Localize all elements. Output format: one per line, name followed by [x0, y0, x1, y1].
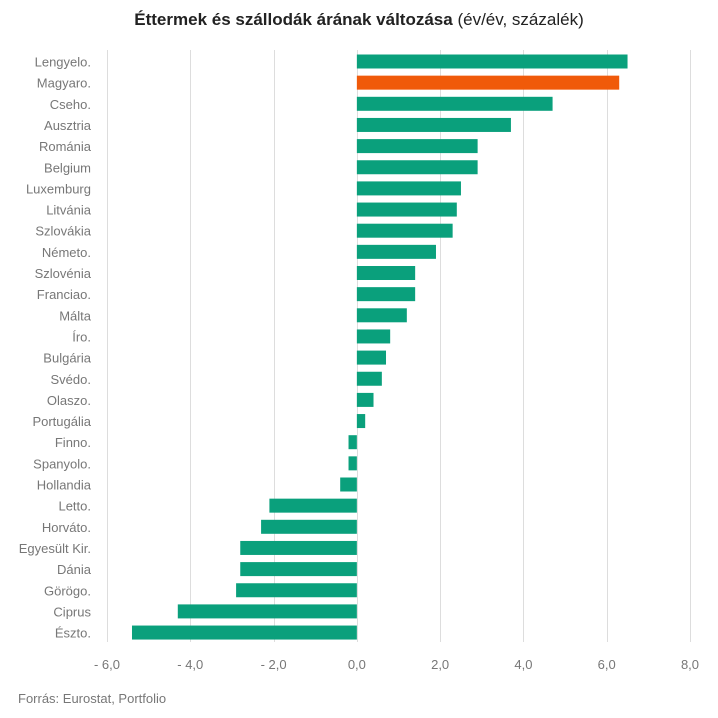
category-label: Ausztria: [44, 118, 92, 133]
x-tick-label: 0,0: [348, 657, 366, 672]
bar: [356, 181, 461, 196]
bar: [356, 371, 382, 386]
category-label: Portugália: [32, 414, 91, 429]
x-tick-label: 8,0: [681, 657, 699, 672]
bar: [356, 414, 366, 429]
x-tick-label: - 4,0: [177, 657, 203, 672]
bar: [356, 96, 553, 111]
category-label: Horváto.: [42, 520, 91, 535]
chart-title-main: Éttermek és szállodák árának változása: [134, 10, 453, 29]
category-label: Szlovákia: [35, 224, 91, 239]
category-label: Olaszo.: [47, 393, 91, 408]
category-label: Egyesült Kir.: [19, 541, 91, 556]
category-label: Luxemburg: [26, 181, 91, 196]
category-label: Spanyolo.: [33, 456, 91, 471]
category-label: Szlovénia: [35, 266, 92, 281]
bar: [356, 266, 416, 280]
bar: [356, 392, 374, 407]
category-label: Letto.: [58, 499, 91, 514]
bar: [356, 244, 436, 259]
category-label: Finno.: [55, 435, 91, 450]
category-label: Észto.: [55, 626, 91, 641]
bar: [356, 75, 620, 90]
bar: [356, 139, 478, 154]
source-note: Forrás: Eurostat, Portfolio: [18, 691, 167, 706]
category-label: Litvánia: [46, 203, 92, 218]
bar: [236, 583, 357, 598]
category-label: Lengyelo.: [35, 55, 91, 70]
category-label: Íro.: [72, 329, 91, 344]
bar: [348, 435, 357, 450]
category-label: Hollandia: [37, 478, 92, 493]
bar: [356, 308, 407, 323]
category-label: Magyaro.: [37, 76, 91, 91]
bar: [177, 604, 357, 619]
category-label: Bulgária: [43, 351, 91, 366]
bar: [356, 54, 628, 69]
x-tick-label: 2,0: [431, 657, 449, 672]
x-tick-label: - 2,0: [261, 657, 287, 672]
bar: [356, 287, 416, 302]
category-label: Ciprus: [53, 604, 91, 619]
category-label: Belgium: [44, 160, 91, 175]
category-label: Németo.: [42, 245, 91, 260]
x-tick-label: 4,0: [514, 657, 532, 672]
bar: [356, 202, 457, 217]
x-tick-label: 6,0: [598, 657, 616, 672]
chart-title-unit: (év/év, százalék): [457, 10, 584, 29]
category-label: Málta: [59, 308, 92, 323]
category-label: Cseho.: [50, 97, 91, 112]
x-tick-label: - 6,0: [94, 657, 120, 672]
chart-title: Éttermek és szállodák árának változása (…: [0, 10, 718, 30]
bar: [131, 625, 357, 640]
bar: [356, 223, 453, 238]
bar: [240, 562, 357, 577]
bar: [356, 160, 478, 175]
bar: [269, 498, 357, 513]
bar: [356, 329, 391, 344]
bar: [340, 477, 357, 492]
category-label: Görögo.: [44, 583, 91, 598]
bar: [356, 350, 387, 365]
bar: [356, 117, 511, 132]
bar: [261, 519, 357, 534]
category-label: Svédo.: [51, 372, 91, 387]
category-label: Dánia: [57, 562, 92, 577]
bar: [240, 540, 357, 555]
category-label: Franciao.: [37, 287, 91, 302]
bar: [348, 456, 357, 471]
category-label: Románia: [39, 139, 92, 154]
